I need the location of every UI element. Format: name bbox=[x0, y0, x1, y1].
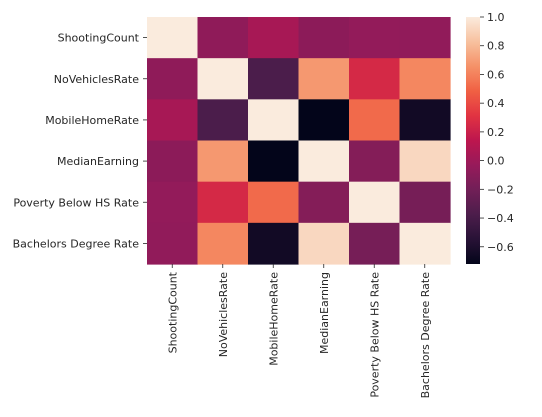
heatmap-cell bbox=[147, 222, 199, 265]
heatmap-cell bbox=[197, 140, 249, 183]
heatmap-cell bbox=[248, 181, 300, 224]
column-label: Bachelors Degree Rate bbox=[419, 272, 432, 399]
row-label: ShootingCount bbox=[58, 32, 140, 45]
heatmap-cell bbox=[197, 222, 249, 265]
colorbar: 1.0 0.8 0.6 0.4 0.2 0.0 −0.2 −0.4 −0.6 bbox=[466, 11, 514, 264]
heatmap-cell bbox=[298, 17, 350, 59]
heatmap-cell bbox=[298, 99, 350, 142]
row-label: NoVehiclesRate bbox=[54, 73, 139, 86]
heatmap-cell bbox=[349, 222, 401, 265]
colorbar-tick-label: 0.0 bbox=[487, 155, 505, 168]
heatmap-cell bbox=[197, 58, 249, 100]
heatmap-cell bbox=[349, 58, 401, 100]
row-label: Bachelors Degree Rate bbox=[13, 237, 140, 250]
column-label: Poverty Below HS Rate bbox=[368, 272, 381, 398]
column-label: MobileHomeRate bbox=[267, 272, 280, 366]
heatmap-cell bbox=[399, 181, 451, 224]
row-label: Poverty Below HS Rate bbox=[13, 196, 139, 209]
heatmap-cell bbox=[147, 99, 199, 142]
colorbar-tick-label: −0.6 bbox=[487, 241, 514, 254]
heatmap-cell bbox=[197, 181, 249, 224]
heatmap-cell bbox=[147, 58, 199, 100]
heatmap-cell bbox=[399, 58, 451, 100]
heatmap-cell bbox=[349, 99, 401, 142]
column-labels: ShootingCount NoVehiclesRate MobileHomeRat… bbox=[166, 264, 432, 398]
colorbar-tick-label: 0.8 bbox=[487, 40, 505, 53]
row-label: MedianEarning bbox=[57, 155, 139, 168]
heatmap-cell bbox=[147, 17, 199, 59]
heatmap-cells bbox=[147, 17, 451, 265]
heatmap-cell bbox=[147, 140, 199, 183]
heatmap-cell bbox=[248, 140, 300, 183]
row-labels: ShootingCount NoVehiclesRate MobileHomeRat… bbox=[13, 32, 147, 250]
heatmap-cell bbox=[248, 222, 300, 265]
colorbar-tick-label: 1.0 bbox=[487, 11, 505, 24]
heatmap-cell bbox=[399, 140, 451, 183]
heatmap-cell bbox=[147, 181, 199, 224]
heatmap-cell bbox=[298, 140, 350, 183]
heatmap-cell bbox=[298, 58, 350, 100]
column-label: MedianEarning bbox=[318, 272, 331, 354]
heatmap-cell bbox=[298, 222, 350, 265]
heatmap-cell bbox=[298, 181, 350, 224]
heatmap-cell bbox=[248, 58, 300, 100]
colorbar-tick-label: 0.4 bbox=[487, 97, 505, 110]
heatmap-cell bbox=[349, 181, 401, 224]
heatmap-cell bbox=[197, 17, 249, 59]
heatmap-cell bbox=[349, 140, 401, 183]
heatmap-cell bbox=[197, 99, 249, 142]
colorbar-tick-label: 0.2 bbox=[487, 126, 505, 139]
heatmap-cell bbox=[399, 222, 451, 265]
heatmap-cell bbox=[248, 99, 300, 142]
heatmap-cell bbox=[248, 17, 300, 59]
column-label: NoVehiclesRate bbox=[217, 272, 230, 357]
colorbar-gradient bbox=[466, 17, 480, 264]
heatmap-cell bbox=[399, 99, 451, 142]
heatmap-cell bbox=[349, 17, 401, 59]
column-label: ShootingCount bbox=[166, 271, 179, 353]
colorbar-tick-label: −0.2 bbox=[487, 183, 514, 196]
colorbar-tick-label: −0.4 bbox=[487, 212, 514, 225]
heatmap-cell bbox=[399, 17, 451, 59]
colorbar-tick-label: 0.6 bbox=[487, 68, 505, 81]
row-label: MobileHomeRate bbox=[45, 114, 139, 127]
